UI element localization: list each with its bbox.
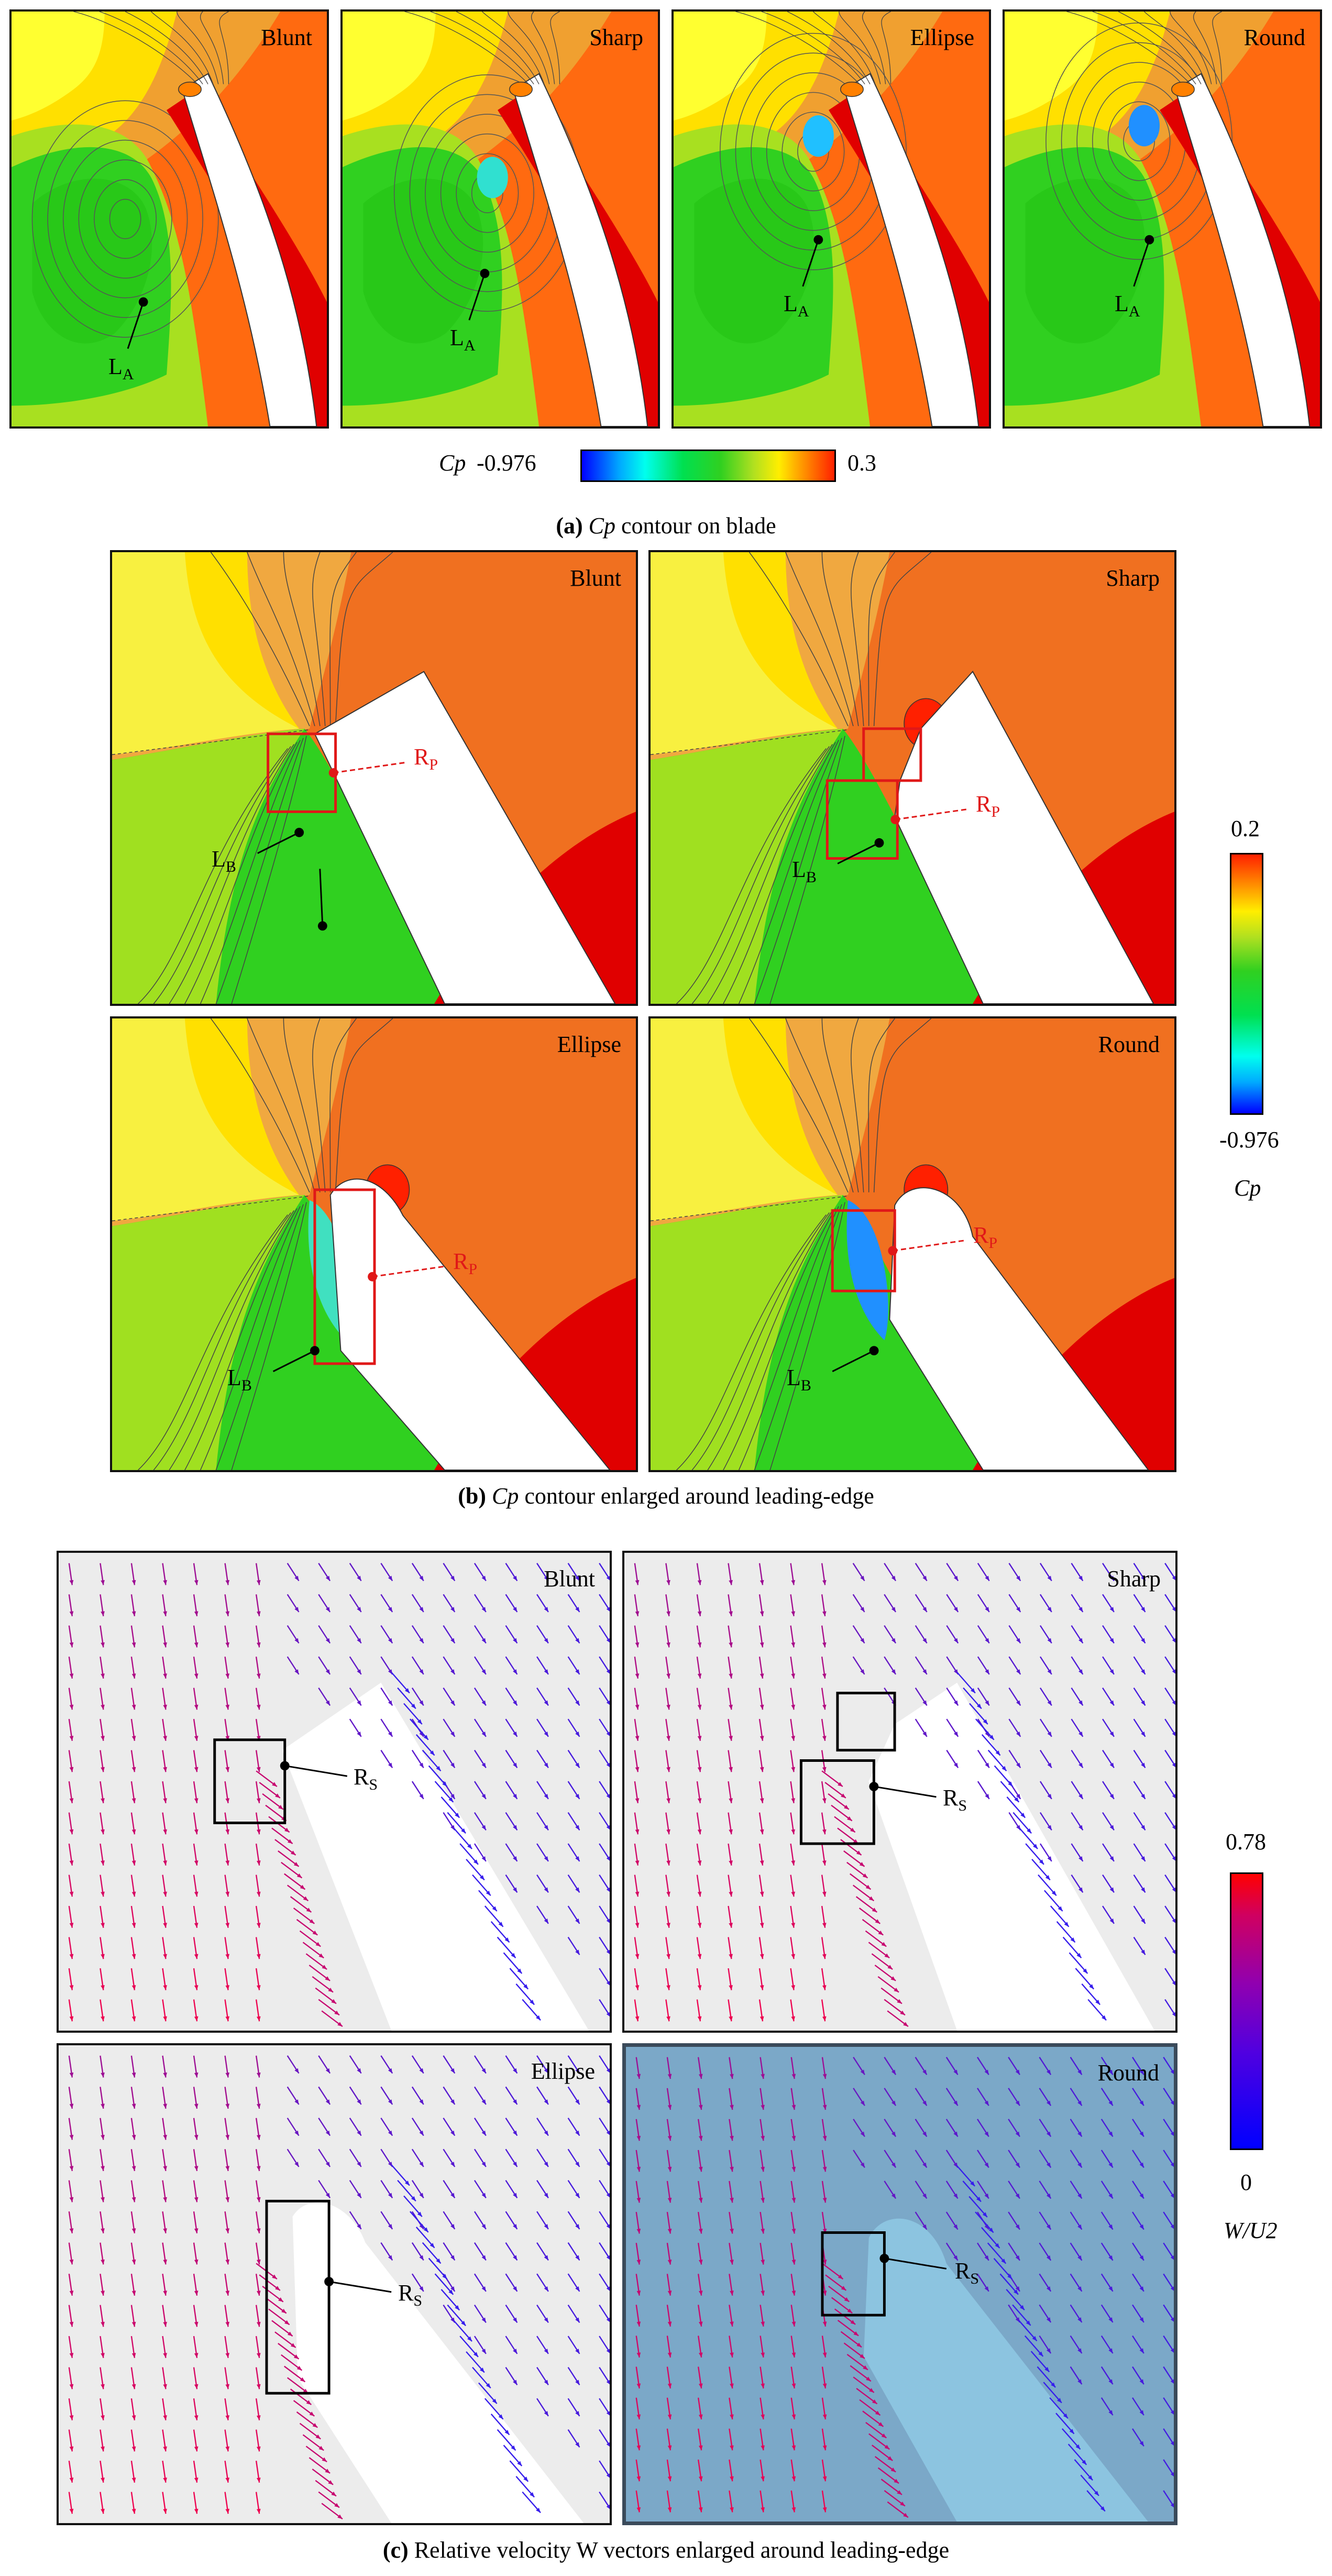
velocity-vector-panel-ellipse: Ellipse RS [57,2043,612,2525]
cp-contour-field [651,552,1174,1004]
panel-title: Sharp [1107,1566,1161,1592]
region-label-rp: RP [414,744,438,773]
region-label-rs: RS [943,1785,967,1814]
cp-colorbar-label-b: Cp [1234,1175,1261,1201]
marker-label-la: LA [108,354,134,383]
cp-colorbar-min-b: -0.976 [1219,1127,1279,1153]
cp-enlarged-panel-sharp: Sharp RP LB [648,550,1176,1006]
cp-enlarged-panel-blunt: Blunt RP LB [110,550,638,1006]
region-label-rs: RS [354,1764,378,1793]
panel-title: Blunt [570,565,621,591]
cp-blade-panel-blunt: Blunt LA [9,9,329,429]
caption-a: (a) Cp contour on blade [556,513,776,539]
velocity-vector-field [59,1553,610,2031]
cp-colorbar-max-a: 0.3 [847,450,876,476]
marker-label-lb: LB [787,1365,811,1394]
w-colorbar-label: W/U2 [1224,2218,1278,2243]
region-label-rp: RP [453,1248,478,1278]
panel-title: Blunt [261,25,312,50]
marker-label-lb: LB [227,1365,252,1394]
cp-contour-field [112,552,636,1004]
marker-label-la: LA [1115,291,1140,320]
region-label-rp: RP [973,1222,998,1252]
cp-contour-field [112,1018,636,1470]
marker-label-la: LA [450,325,476,354]
caption-c: (c) Relative velocity W vectors enlarged… [382,2537,950,2563]
w-colorbar [1230,1872,1263,2150]
cp-colorbar-min-a: -0.976 [477,450,536,476]
cp-blade-panel-round: Round LA [1003,9,1322,429]
w-colorbar-max: 0.78 [1226,1829,1266,1855]
panel-title: Round [1098,1032,1160,1057]
cp-contour-field [343,12,658,426]
region-label-rs: RS [398,2280,423,2309]
cp-blade-panel-ellipse: Ellipse LA [671,9,991,429]
cp-colorbar-max-b: 0.2 [1231,816,1260,841]
cp-colorbar-label-a: Cp [439,450,466,476]
panel-title: Ellipse [531,2058,595,2084]
velocity-vector-field [626,2047,1174,2522]
cp-enlarged-panel-round: Round RP LB [648,1016,1176,1472]
cp-contour-field [12,12,327,426]
panel-title: Round [1243,25,1305,50]
marker-label-la: LA [784,291,809,320]
velocity-vector-field [624,1553,1175,2031]
cp-colorbar-b [1230,853,1263,1115]
caption-b: (b) Cp contour enlarged around leading-e… [458,1483,874,1509]
cp-contour-field [1005,12,1320,426]
panel-title: Sharp [1106,565,1160,591]
cp-colorbar-a [580,450,836,482]
cp-enlarged-panel-ellipse: Ellipse RP LB [110,1016,638,1472]
velocity-vector-panel-sharp: Sharp RS [622,1551,1177,2033]
velocity-vector-panel-blunt: Blunt RS [57,1551,612,2033]
w-colorbar-min: 0 [1240,2169,1252,2195]
panel-title: Round [1097,2060,1159,2086]
cp-contour-field [674,12,989,426]
cp-contour-field [651,1018,1174,1470]
marker-label-lb: LB [792,857,817,886]
panel-title: Ellipse [910,25,974,50]
region-label-rp: RP [976,791,1000,820]
panel-title: Blunt [544,1566,595,1592]
velocity-vector-field [59,2045,610,2523]
region-label-rs: RS [955,2258,979,2287]
panel-title: Ellipse [557,1032,621,1057]
cp-blade-panel-sharp: Sharp LA [340,9,660,429]
panel-title: Sharp [589,25,643,50]
velocity-vector-panel-round: Round RS [622,2043,1177,2525]
marker-label-lb: LB [212,846,236,875]
